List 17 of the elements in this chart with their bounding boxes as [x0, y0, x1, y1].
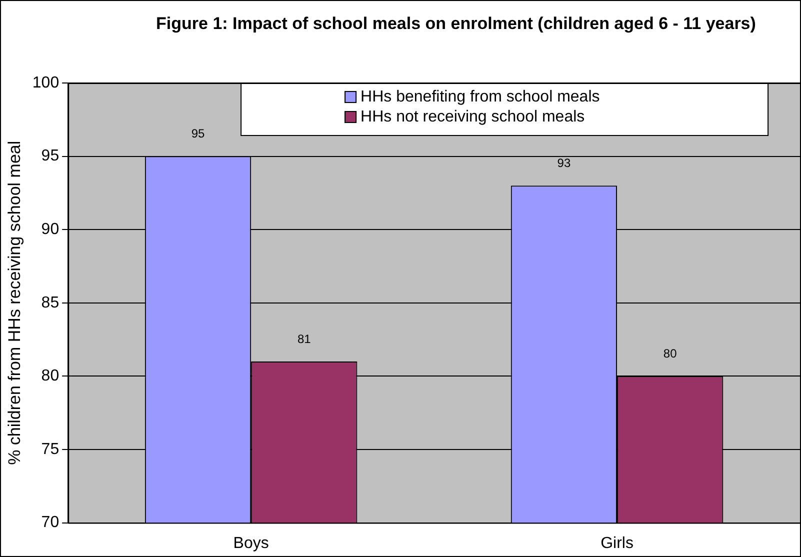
legend-label: HHs not receiving school meals	[360, 108, 585, 126]
y-axis-title: % children from HHs receiving school meal	[4, 140, 24, 465]
data-label: 95	[191, 126, 206, 141]
x-tick-label: Girls	[600, 534, 634, 552]
y-tick-label: 100	[32, 74, 60, 92]
y-tick-label: 80	[41, 368, 60, 385]
y-tick-label: 75	[41, 440, 60, 458]
y-tick-label: 70	[41, 514, 60, 532]
data-label: 80	[663, 346, 678, 361]
y-tick-label: 95	[41, 148, 60, 165]
y-tick-label: 90	[41, 221, 60, 238]
x-tick-label: Boys	[233, 534, 269, 552]
data-label: 81	[297, 332, 312, 346]
chart-title: Figure 1: Impact of school meals on enrolment (children aged 6 - 11 years)	[156, 13, 756, 35]
legend-label: HHs benefiting from school meals	[360, 88, 600, 106]
y-tick-label: 85	[41, 294, 60, 312]
data-label: 93	[557, 156, 571, 170]
